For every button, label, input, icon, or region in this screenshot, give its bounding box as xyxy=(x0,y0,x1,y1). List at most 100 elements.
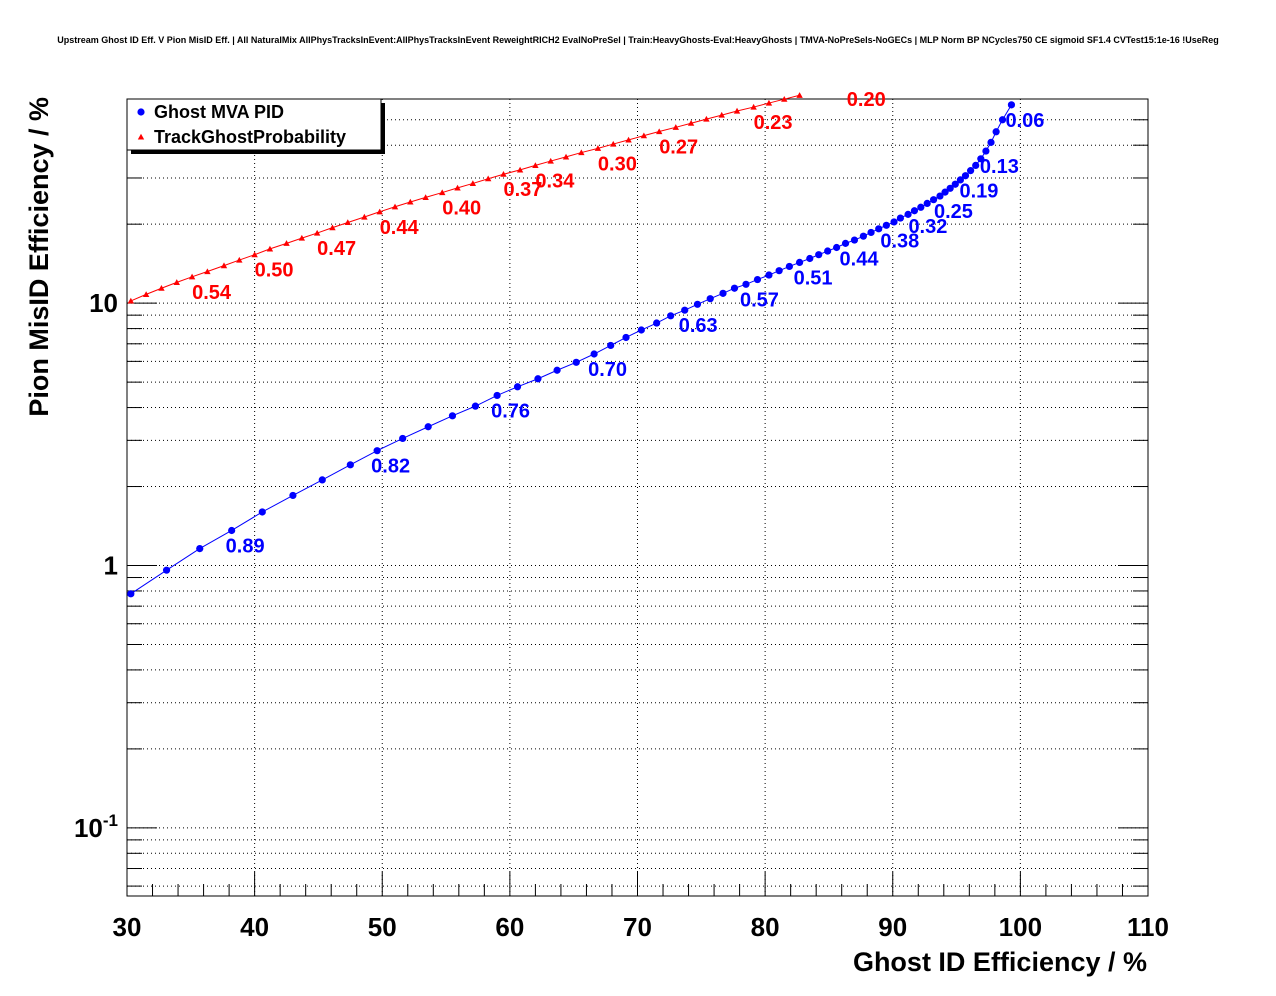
data-point xyxy=(850,236,859,244)
data-point xyxy=(344,219,351,226)
data-point xyxy=(667,312,675,320)
data-point xyxy=(929,196,938,204)
data-point xyxy=(534,375,542,383)
data-point xyxy=(653,319,661,327)
data-point xyxy=(572,358,580,366)
x-tick-label: 90 xyxy=(878,912,907,942)
data-point xyxy=(127,297,135,304)
data-point xyxy=(610,140,617,147)
axis-ticks xyxy=(126,98,1149,896)
x-tick-label: 30 xyxy=(113,912,142,942)
point-label: 0.19 xyxy=(959,181,998,203)
x-tick-labels: 30 40 50 60 70 80 90 100 110 xyxy=(113,912,1169,942)
data-point xyxy=(785,262,793,271)
data-point xyxy=(283,240,290,246)
data-point xyxy=(516,166,524,173)
data-point xyxy=(703,115,710,122)
point-label: 0.23 xyxy=(754,112,793,134)
legend-entry: Ghost MVA PID xyxy=(154,102,284,122)
data-point xyxy=(719,289,727,297)
data-point xyxy=(806,254,814,263)
data-point xyxy=(329,224,336,231)
series xyxy=(127,92,1016,598)
x-tick-label: 50 xyxy=(368,912,397,942)
data-point xyxy=(361,213,368,220)
data-point xyxy=(318,476,326,484)
point-label: 0.30 xyxy=(598,153,637,175)
legend-marker xyxy=(137,108,145,116)
data-point xyxy=(448,412,457,420)
data-point xyxy=(399,434,407,443)
point-label: 0.70 xyxy=(588,359,627,381)
data-point xyxy=(346,461,354,469)
point-label: 0.38 xyxy=(880,230,919,252)
data-point xyxy=(204,268,211,275)
data-point xyxy=(742,280,750,288)
data-point xyxy=(681,306,689,314)
point-label: 0.51 xyxy=(794,267,833,289)
data-point xyxy=(867,228,875,237)
point-label: 0.27 xyxy=(659,137,698,159)
y-axis-label: Pion MisID Efficiency / % xyxy=(24,97,54,417)
data-point xyxy=(781,95,788,102)
data-point xyxy=(718,111,725,118)
data-point xyxy=(987,138,995,146)
data-point xyxy=(882,221,890,229)
data-point xyxy=(553,366,561,374)
data-point xyxy=(251,251,258,258)
data-point xyxy=(890,218,898,226)
data-point xyxy=(859,232,867,240)
data-point xyxy=(266,245,274,252)
legend-entry: TrackGhostProbability xyxy=(154,127,346,147)
x-tick-label: 110 xyxy=(1127,912,1169,942)
data-point xyxy=(815,251,823,259)
point-labels: 0.890.820.760.700.630.570.510.440.380.32… xyxy=(192,89,1044,558)
data-point xyxy=(454,184,461,191)
data-point xyxy=(391,203,399,210)
legend-box xyxy=(126,98,382,151)
point-label: 0.50 xyxy=(255,260,294,282)
series-track-ghost-probability xyxy=(127,92,803,304)
data-point xyxy=(142,291,150,297)
x-tick-label: 40 xyxy=(240,912,269,942)
point-label: 0.32 xyxy=(908,216,947,238)
data-point xyxy=(313,229,321,236)
data-point xyxy=(127,590,135,598)
plot-frame xyxy=(126,98,1149,897)
legend-marker xyxy=(137,133,145,140)
point-label: 0.44 xyxy=(840,248,880,270)
point-label: 0.63 xyxy=(679,315,718,337)
data-point xyxy=(824,247,832,255)
data-point xyxy=(424,423,432,431)
data-point xyxy=(961,172,970,180)
data-point xyxy=(992,128,1000,136)
data-point xyxy=(258,508,266,516)
data-point xyxy=(493,391,501,400)
data-point xyxy=(896,214,905,222)
data-point xyxy=(173,279,180,285)
data-point xyxy=(765,99,773,106)
grid xyxy=(127,98,1148,896)
data-point xyxy=(795,258,804,267)
data-point xyxy=(733,107,741,114)
data-point xyxy=(672,124,679,130)
point-label: 0.47 xyxy=(317,238,356,260)
point-label: 0.44 xyxy=(380,217,420,239)
data-point xyxy=(471,402,480,410)
x-axis-label: Ghost ID Efficiency / % xyxy=(853,947,1147,977)
point-label: 0.57 xyxy=(740,289,779,311)
data-point xyxy=(484,175,492,182)
point-label: 0.20 xyxy=(847,89,886,111)
data-point xyxy=(228,526,236,535)
data-point xyxy=(196,545,204,553)
data-point xyxy=(562,153,570,160)
data-point xyxy=(796,92,803,98)
data-point xyxy=(910,207,919,215)
data-point xyxy=(289,491,297,500)
data-point xyxy=(998,116,1007,124)
data-point xyxy=(637,326,645,334)
series-ghost-mva-pid xyxy=(127,101,1016,598)
data-point xyxy=(775,267,783,275)
data-point xyxy=(469,180,477,186)
